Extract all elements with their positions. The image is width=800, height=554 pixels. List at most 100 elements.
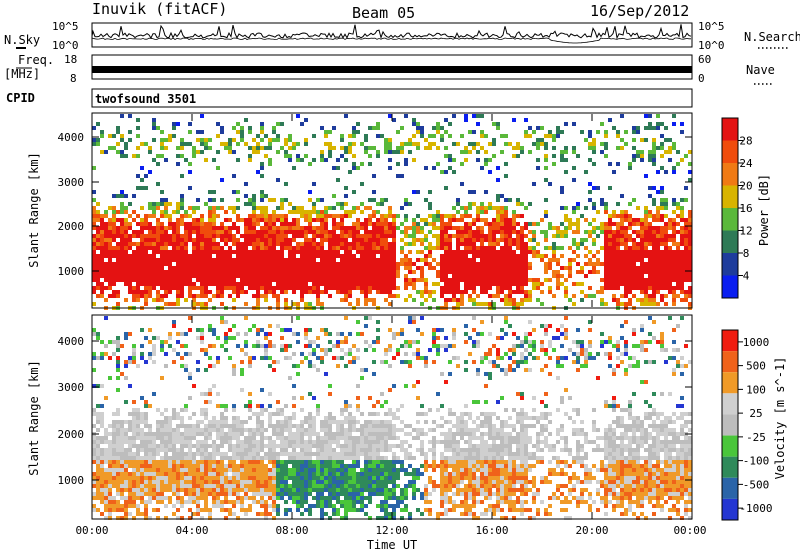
power-cell (328, 142, 332, 146)
power-cell (176, 254, 180, 258)
power-cell (588, 142, 592, 146)
power-cell (652, 258, 656, 262)
power-cell (160, 278, 164, 282)
velocity-cell (180, 476, 184, 480)
power-cell (688, 290, 692, 294)
power-cell (432, 258, 436, 262)
power-cell (280, 278, 284, 282)
power-cell (248, 254, 252, 258)
power-cell (620, 258, 624, 262)
power-cell (296, 142, 300, 146)
power-cell (232, 206, 236, 210)
velocity-cell (164, 472, 168, 476)
power-cell (660, 206, 664, 210)
power-cell (148, 286, 152, 290)
power-cell (332, 230, 336, 234)
power-cell (296, 246, 300, 250)
power-cell (420, 294, 424, 298)
power-cell (608, 218, 612, 222)
power-cell (404, 266, 408, 270)
power-cell (144, 174, 148, 178)
power-cell (524, 278, 528, 282)
velocity-cell (208, 436, 212, 440)
power-colorbar-swatch (722, 185, 738, 208)
power-cell (236, 266, 240, 270)
power-cell (624, 282, 628, 286)
velocity-cell (96, 420, 100, 424)
power-cell (168, 226, 172, 230)
power-cell (180, 266, 184, 270)
power-cell (392, 246, 396, 250)
velocity-cell (208, 472, 212, 476)
nsky-label: N.Sky (4, 33, 40, 47)
power-cell (180, 242, 184, 246)
power-cell (600, 226, 604, 230)
power-cell (616, 222, 620, 226)
power-cell (268, 158, 272, 162)
power-cell (512, 254, 516, 258)
power-cell (252, 146, 256, 150)
velocity-cell (268, 324, 272, 328)
velocity-cell (264, 492, 268, 496)
velocity-cell (184, 408, 188, 412)
velocity-cell (220, 452, 224, 456)
power-cell (604, 302, 608, 306)
velocity-cell (128, 488, 132, 492)
velocity-cell (276, 512, 280, 516)
power-cell (152, 226, 156, 230)
power-cell (684, 234, 688, 238)
power-cell (156, 274, 160, 278)
power-cell (648, 186, 652, 190)
velocity-cell (100, 424, 104, 428)
power-cell (492, 270, 496, 274)
power-cell (152, 298, 156, 302)
power-cell (584, 230, 588, 234)
power-cell (152, 206, 156, 210)
power-cell (120, 266, 124, 270)
power-cell (452, 258, 456, 262)
velocity-cell (316, 504, 320, 508)
power-cell (476, 282, 480, 286)
power-cell (652, 126, 656, 130)
velocity-cell (272, 508, 276, 512)
power-cell (120, 222, 124, 226)
power-cell (184, 262, 188, 266)
power-cell (480, 302, 484, 306)
power-cell (376, 258, 380, 262)
power-cell (468, 130, 472, 134)
power-cell (688, 242, 692, 246)
power-cell (296, 286, 300, 290)
velocity-cell (272, 496, 276, 500)
velocity-cell (284, 348, 288, 352)
velocity-cell (180, 468, 184, 472)
power-cell (672, 278, 676, 282)
power-cell (376, 150, 380, 154)
power-cell (368, 258, 372, 262)
velocity-cell (140, 352, 144, 356)
power-cell (200, 302, 204, 306)
power-cell (224, 218, 228, 222)
velocity-cell (156, 484, 160, 488)
velocity-cell (192, 476, 196, 480)
power-cell (96, 218, 100, 222)
power-cell (456, 198, 460, 202)
power-cell (472, 298, 476, 302)
velocity-cell (220, 316, 224, 320)
power-cell (660, 190, 664, 194)
power-cell (672, 122, 676, 126)
power-cell (516, 258, 520, 262)
power-cell (512, 262, 516, 266)
power-cell (592, 230, 596, 234)
velocity-cell (188, 448, 192, 452)
power-cell (600, 262, 604, 266)
power-cell (556, 270, 560, 274)
power-cell (628, 254, 632, 258)
velocity-cell (168, 468, 172, 472)
freq-tick-bottom: 8 (70, 72, 77, 85)
power-cell (340, 270, 344, 274)
power-cell (144, 226, 148, 230)
power-cell (472, 246, 476, 250)
velocity-cell (132, 484, 136, 488)
power-cell (496, 166, 500, 170)
power-cell (640, 138, 644, 142)
